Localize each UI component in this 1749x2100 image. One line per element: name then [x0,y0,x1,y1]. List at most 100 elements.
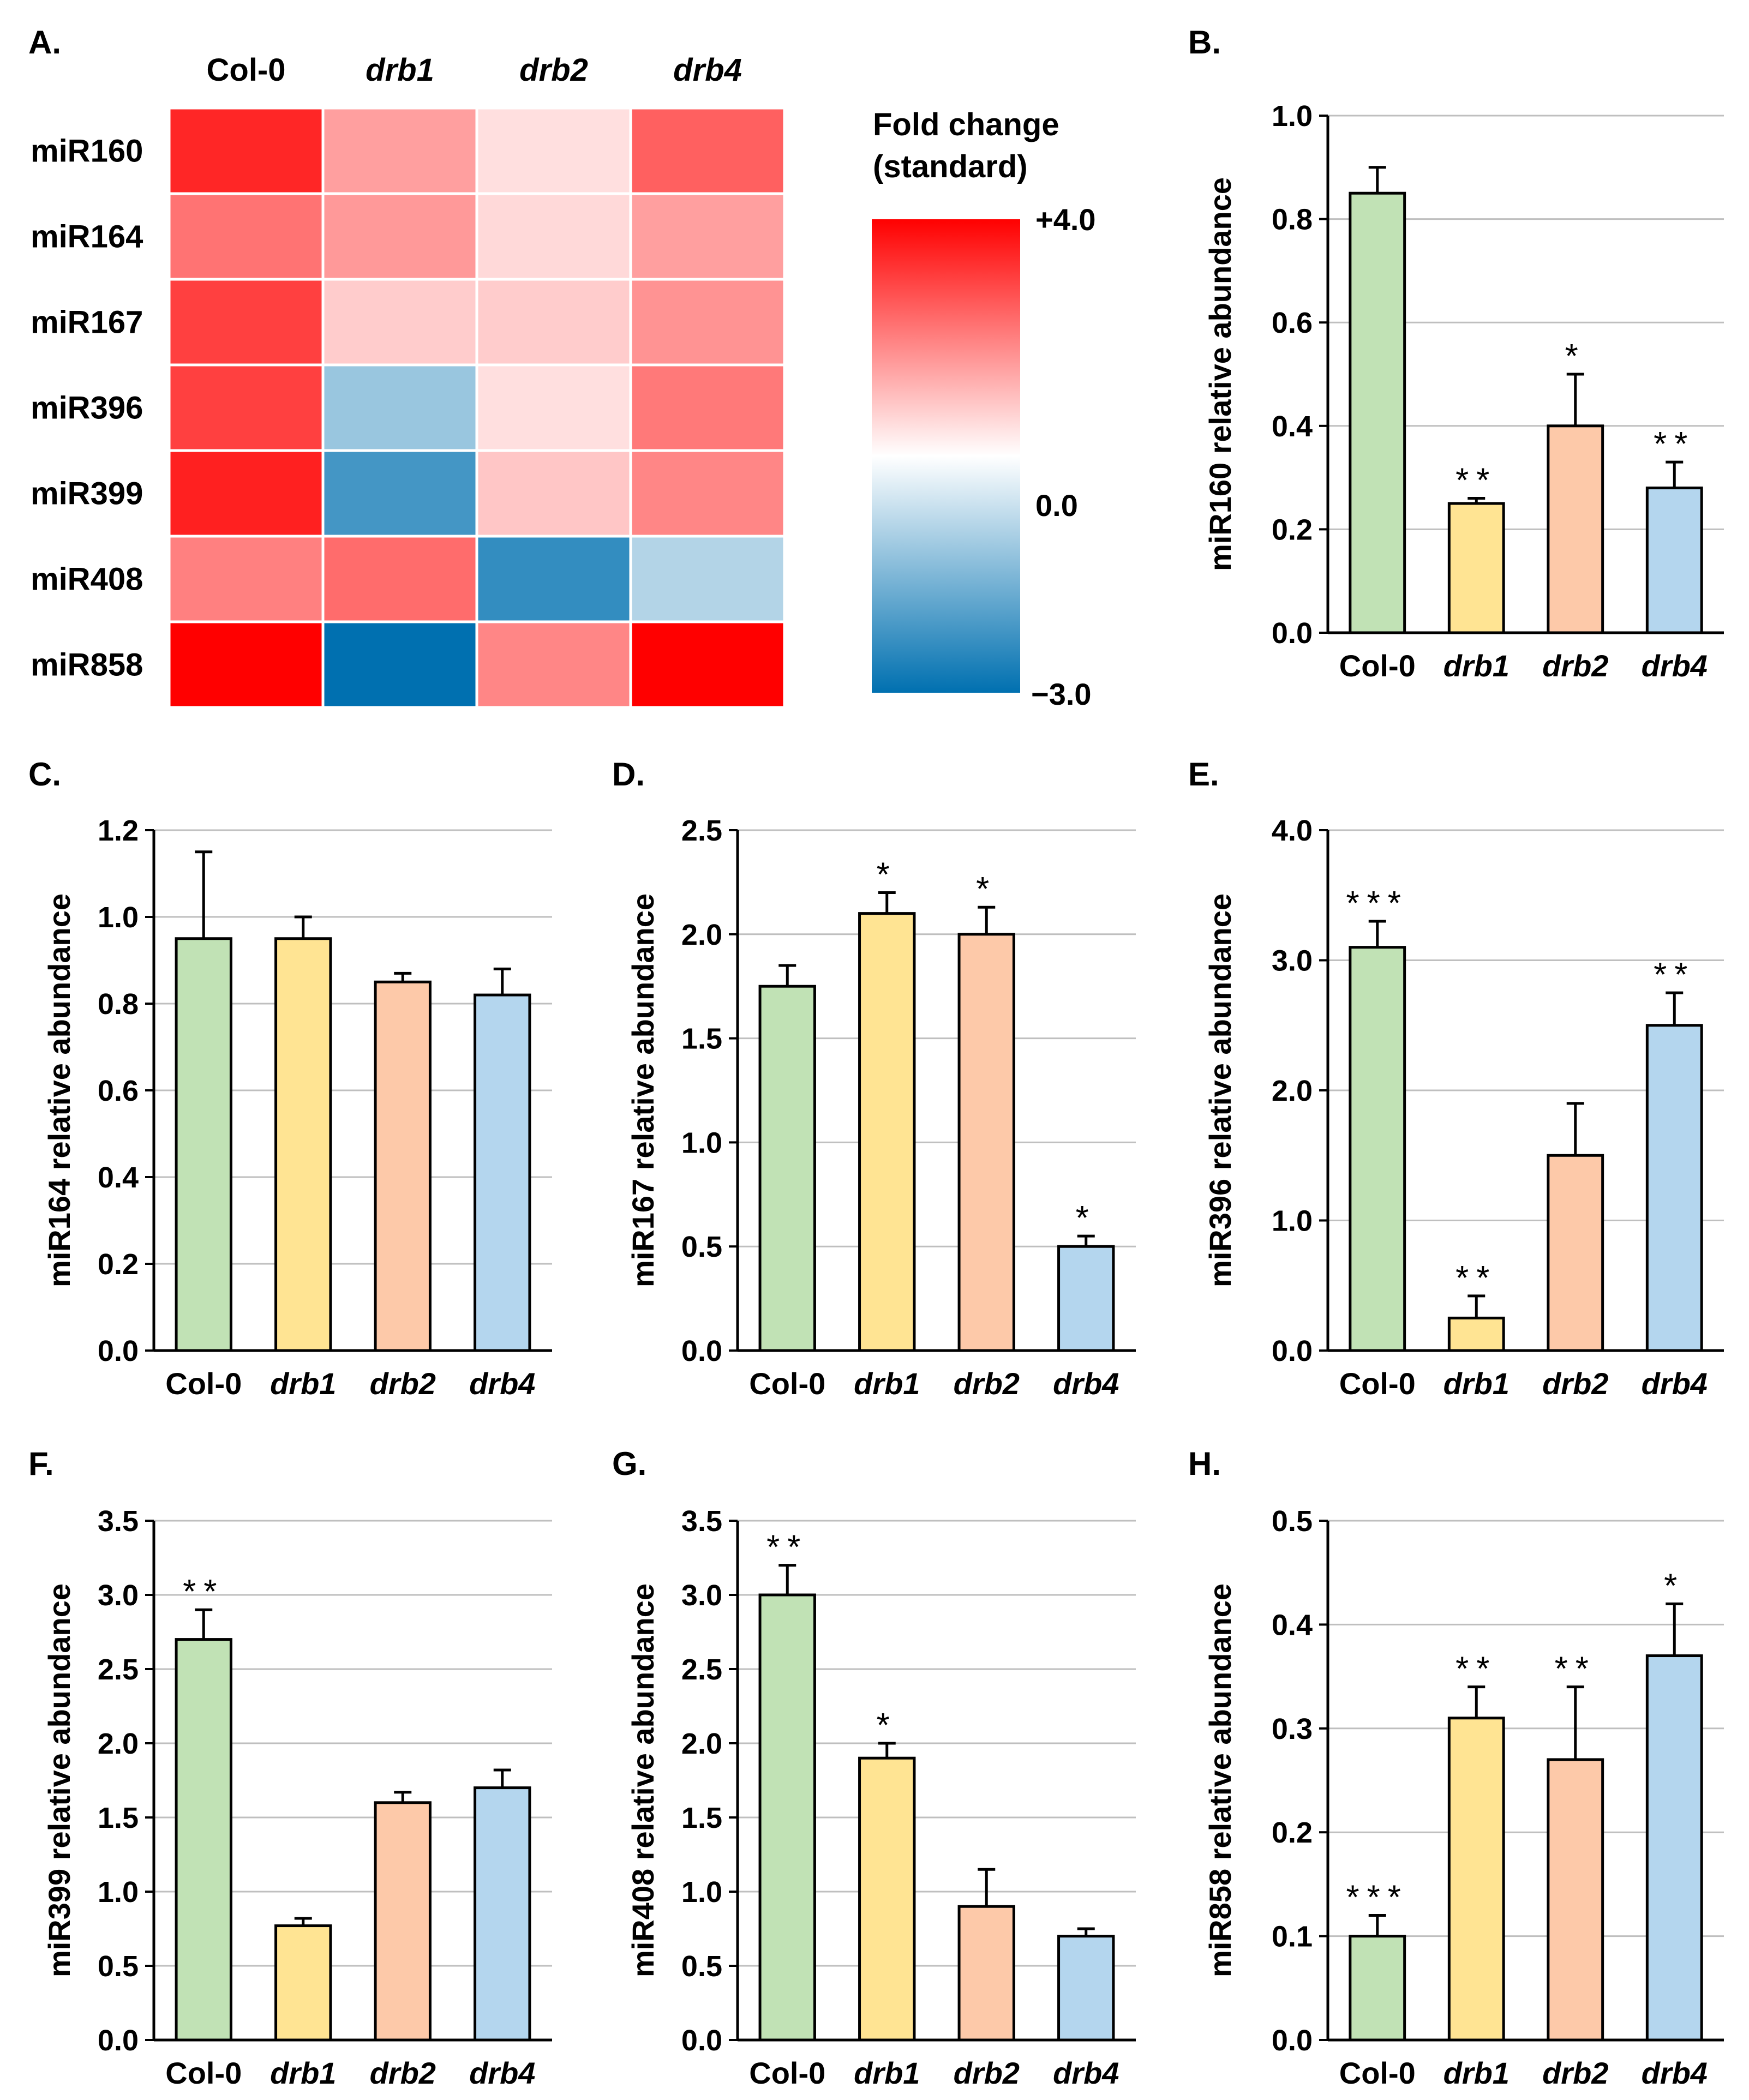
bar-drb4 [1645,1654,1703,2042]
y-tick-label: 0.4 [1272,410,1313,443]
y-tick-label: 2.5 [98,1653,139,1686]
bar-drb4 [1645,1024,1703,1352]
y-tick-label: 0.6 [1272,307,1313,339]
y-tick-label: 2.0 [98,1727,139,1760]
heatmap-cell-mir167-drb1 [324,280,476,364]
heatmap-row-label-mir858: miR858 [31,647,143,683]
heatmap-cell-mir396-drb4 [632,366,783,449]
panel-label-c: C. [28,756,61,793]
y-axis-title: miR164 relative abundance [42,893,76,1287]
bar-col-0 [175,1638,232,2042]
y-axis-title: miR396 relative abundance [1203,893,1237,1287]
significance-marker-drb4: ** [1654,956,1695,994]
y-tick-label: 1.5 [681,1802,722,1834]
significance-marker-drb2: * [976,871,997,908]
x-tick-label-col-0: Col-0 [1339,2056,1416,2090]
y-tick-label: 0.5 [98,1950,139,1983]
bar-col-0 [1349,1935,1406,2042]
heatmap-grid [170,109,783,706]
panel-label-a: A. [28,24,61,61]
y-tick-label: 1.0 [98,1876,139,1909]
y-tick-label: 3.0 [681,1579,722,1612]
legend-title-line2: (standard) [873,149,1028,184]
y-tick-label: 0.4 [98,1161,139,1194]
y-tick-label: 0.0 [681,2024,722,2057]
bar-drb1 [274,1924,332,2042]
x-tick-label-col-0: Col-0 [165,1366,242,1401]
heatmap-cell-mir408-drb1 [324,537,476,621]
heatmap-cell-mir167-drb2 [478,280,630,364]
y-tick-label: 0.0 [98,2024,139,2057]
bar-drb2 [1547,1758,1604,2042]
y-axis-title: miR160 relative abundance [1203,177,1237,571]
bar-drb4 [1645,487,1703,634]
panel-label-b: B. [1188,24,1221,61]
bar-drb1 [1447,1717,1505,2042]
legend-max-label: +4.0 [1035,202,1096,237]
heatmap-cell-mir858-drb4 [632,623,783,706]
heatmap-color-legend: Fold change (standard) +4.0 0.0 −3.0 [872,107,1096,711]
x-tick-label-drb4: drb4 [1053,2056,1119,2090]
y-tick-label: 0.0 [98,1335,139,1367]
y-tick-label: 0.1 [1272,1921,1313,1953]
panel-label-e: E. [1188,756,1219,793]
heatmap-col-label-drb2: drb2 [519,52,588,88]
y-tick-label: 0.5 [681,1950,722,1983]
heatmap-cell-mir399-drb1 [324,452,476,535]
y-tick-label: 2.5 [681,814,722,847]
heatmap-cell-mir164-drb2 [478,195,630,278]
y-tick-label: 0.2 [1272,513,1313,546]
bar-col-0 [175,937,232,1352]
x-tick-label-col-0: Col-0 [165,2056,242,2090]
heatmap-cell-mir858-drb2 [478,623,630,706]
bar-col-0 [758,985,816,1352]
panel-f-mir399-chart: F. miR399 relative abundance 0.0 0.5 1.0 1.5 2… [28,1445,552,2090]
y-tick-label: 3.5 [98,1505,139,1538]
legend-color-bar [872,219,1020,693]
y-tick-label: 0.3 [1272,1713,1313,1745]
significance-marker-col-0: *** [1346,885,1409,922]
x-tick-label-drb1: drb1 [1443,649,1510,683]
x-tick-label-drb1: drb1 [854,2056,920,2090]
x-tick-label-drb1: drb1 [1443,2056,1510,2090]
legend-title-line1: Fold change [873,107,1059,142]
y-tick-label: 3.0 [98,1579,139,1612]
heatmap-col-label-drb4: drb4 [673,52,742,88]
legend-mid-label: 0.0 [1035,488,1078,523]
heatmap-row-labels: miR160 miR164 miR167 miR396 miR399 miR408 miR8… [31,134,143,683]
x-tick-label-col-0: Col-0 [1339,1366,1416,1401]
bar-drb2 [957,1905,1015,2042]
x-tick-label-drb4: drb4 [469,1366,535,1401]
y-tick-label: 0.0 [1272,1335,1313,1367]
heatmap-cell-mir160-drb2 [478,109,630,193]
y-tick-label: 1.0 [681,1126,722,1159]
bar-drb1 [1447,502,1505,634]
y-tick-label: 2.0 [681,1727,722,1760]
x-tick-label-drb1: drb1 [270,2056,336,2090]
y-tick-label: 2.0 [681,919,722,951]
x-tick-label-col-0: Col-0 [749,1366,825,1401]
heatmap-cell-mir408-col-0 [170,537,322,621]
y-tick-label: 0.2 [1272,1816,1313,1849]
bar-drb1 [858,1756,916,2042]
bar-drb1 [858,912,916,1352]
significance-marker-col-0: ** [766,1529,808,1567]
significance-marker-col-0: ** [183,1573,224,1611]
heatmap-cell-mir408-drb2 [478,537,630,621]
heatmap-cell-mir167-col-0 [170,280,322,364]
panel-label-g: G. [612,1445,646,1482]
heatmap-cell-mir164-drb1 [324,195,476,278]
bar-drb2 [374,980,432,1352]
y-tick-label: 3.0 [1272,945,1313,977]
panel-c-mir164-chart: C. miR164 relative abundance 0.0 0.2 0.4 0.6 0… [28,756,552,1401]
significance-marker-drb1: ** [1455,1651,1497,1688]
y-tick-label: 1.0 [1272,1205,1313,1238]
significance-marker-drb4: * [1076,1199,1097,1237]
panel-label-d: D. [612,756,645,793]
panel-a-heatmap: A. Col-0 drb1 drb2 drb4 miR160miR164miR167m… [28,24,1096,711]
significance-marker-drb4: * [1664,1567,1685,1605]
x-tick-label-drb1: drb1 [854,1366,920,1401]
heatmap-col-label-drb1: drb1 [366,52,434,88]
panel-label-h: H. [1188,1445,1221,1482]
y-tick-label: 0.8 [98,988,139,1021]
